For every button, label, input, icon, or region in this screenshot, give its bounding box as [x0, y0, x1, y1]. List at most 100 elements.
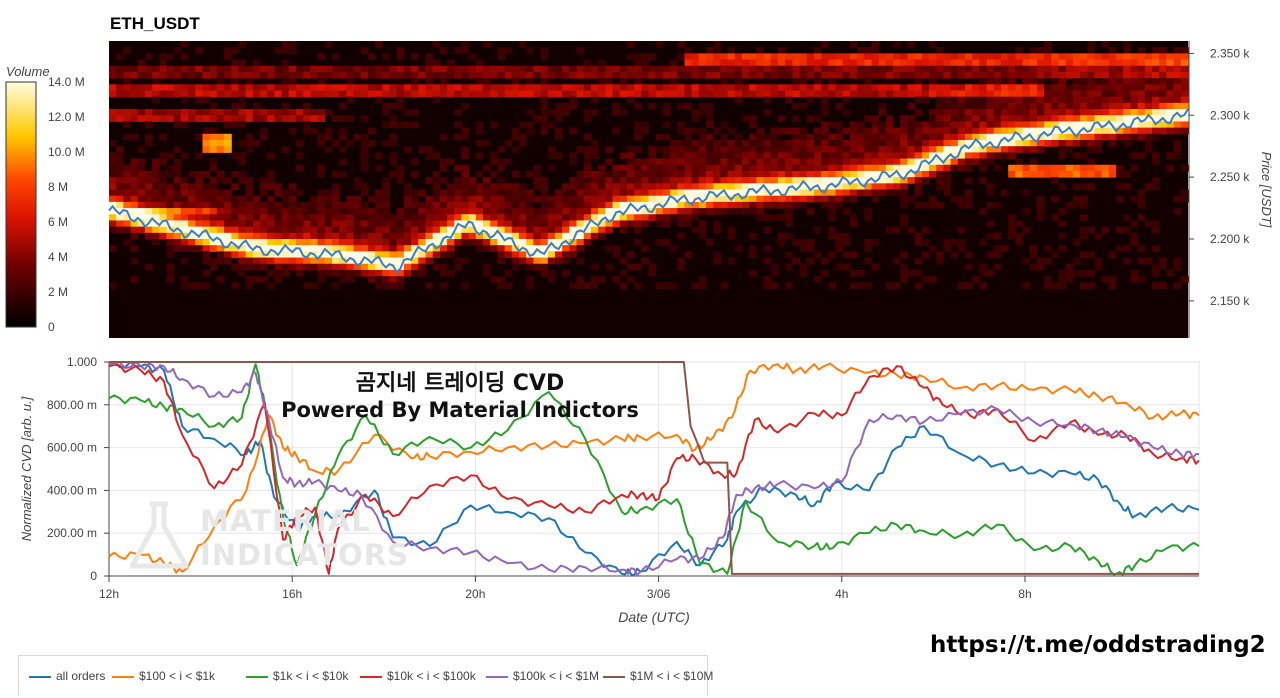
heatmap-cell — [1116, 109, 1124, 116]
heatmap-cell — [360, 183, 369, 190]
heatmap-cell — [238, 65, 247, 73]
legend-item[interactable]: all orders — [29, 669, 105, 683]
heatmap-cell — [411, 170, 419, 178]
heatmap-cell — [396, 269, 405, 277]
heatmap-cell — [943, 84, 952, 91]
heatmap-cell — [619, 189, 628, 197]
heatmap-cell — [770, 84, 779, 91]
heatmap-cell — [749, 158, 757, 166]
legend-item[interactable]: $1k < i < $10k — [246, 669, 348, 683]
heatmap-cell — [957, 226, 966, 234]
heatmap-cell — [288, 189, 297, 197]
heatmap-cell — [813, 164, 822, 172]
heatmap-cell — [173, 164, 182, 172]
heatmap-cell — [720, 65, 729, 73]
heatmap-cell — [159, 226, 168, 234]
heatmap-cell — [612, 71, 621, 79]
heatmap-cell — [1000, 53, 1009, 61]
heatmap-cell — [317, 53, 326, 61]
legend-item[interactable]: $100k < i < $1M — [486, 669, 599, 683]
heatmap-cell — [195, 84, 204, 91]
heatmap-cell — [152, 189, 160, 197]
heatmap-cell — [914, 189, 923, 197]
heatmap-cell — [159, 177, 168, 184]
heatmap-cell — [310, 84, 319, 91]
heatmap-cell — [238, 226, 247, 234]
heatmap-cell — [1123, 127, 1131, 135]
legend-item[interactable]: $1M < i < $10M — [603, 669, 713, 683]
heatmap-cell — [670, 158, 678, 166]
heatmap-cell — [871, 152, 880, 160]
heatmap-cell — [763, 65, 772, 73]
heatmap-cell — [331, 65, 340, 73]
heatmap-cell — [936, 164, 944, 172]
heatmap-cell — [727, 170, 736, 178]
heatmap-cell — [792, 189, 801, 197]
heatmap-cell — [461, 183, 470, 190]
heatmap-cell — [202, 109, 211, 116]
heatmap-cell — [1108, 65, 1117, 73]
heatmap-cell — [195, 177, 204, 184]
heatmap-cell — [662, 84, 671, 91]
heatmap-cell — [447, 214, 455, 221]
heatmap-cell — [389, 71, 398, 79]
heatmap-cell — [706, 133, 714, 141]
heatmap-cell — [116, 226, 124, 234]
heatmap-cell — [936, 152, 944, 160]
heatmap-cell — [202, 245, 211, 252]
heatmap-cell — [626, 263, 635, 271]
heatmap-cell — [267, 195, 275, 203]
heatmap-cell — [1152, 177, 1160, 184]
heatmap-cell — [260, 127, 268, 135]
heatmap-cell — [849, 189, 858, 197]
heatmap-cell — [569, 183, 578, 190]
heatmap-cell — [713, 127, 721, 135]
heatmap-cell — [562, 195, 570, 203]
heatmap-cell — [677, 84, 685, 91]
heatmap-cell — [828, 140, 837, 147]
heatmap-cell — [1094, 78, 1103, 85]
heatmap-cell — [677, 201, 685, 209]
heatmap-cell — [756, 201, 765, 209]
heatmap-cell — [770, 152, 779, 160]
heatmap-cell — [540, 96, 549, 104]
heatmap-cell — [137, 84, 146, 91]
heatmap-cell — [734, 245, 743, 252]
heatmap-cell — [288, 245, 297, 252]
heatmap-cell — [1065, 164, 1074, 172]
heatmap-cell — [878, 121, 887, 129]
heatmap-cell — [835, 189, 844, 197]
heatmap-cell — [770, 90, 779, 98]
heatmap-cell — [742, 84, 750, 91]
heatmap-cell — [554, 239, 563, 246]
heatmap-cell — [965, 251, 973, 259]
heatmap-cell — [929, 59, 937, 67]
heatmap-cell — [849, 121, 858, 129]
heatmap-cell — [403, 65, 412, 73]
heatmap-cell — [706, 146, 714, 153]
heatmap-cell — [367, 71, 376, 79]
legend-item[interactable]: $100 < i < $1k — [112, 669, 215, 683]
heatmap-cell — [950, 84, 959, 91]
heatmap-cell — [799, 245, 808, 252]
heatmap-cell — [986, 251, 995, 259]
heatmap-cell — [756, 71, 765, 79]
heatmap-cell — [900, 263, 908, 271]
legend-item[interactable]: $10k < i < $100k — [360, 669, 476, 683]
heatmap-cell — [763, 59, 772, 67]
heatmap-cell — [209, 115, 218, 122]
heatmap-cell — [418, 201, 426, 209]
telegram-link[interactable]: https://t.me/oddstrading2 — [930, 632, 1266, 658]
heatmap-cell — [806, 158, 815, 166]
heatmap-cell — [475, 140, 484, 147]
heatmap-cell — [950, 65, 959, 73]
heatmap-cell — [173, 90, 182, 98]
heatmap-cell — [454, 71, 462, 79]
heatmap-cell — [706, 177, 714, 184]
heatmap-cell — [569, 90, 578, 98]
heatmap-cell — [691, 189, 700, 197]
heatmap-cell — [180, 245, 189, 252]
heatmap-cell — [497, 208, 506, 215]
heatmap-cell — [475, 170, 484, 178]
heatmap-cell — [813, 146, 822, 153]
